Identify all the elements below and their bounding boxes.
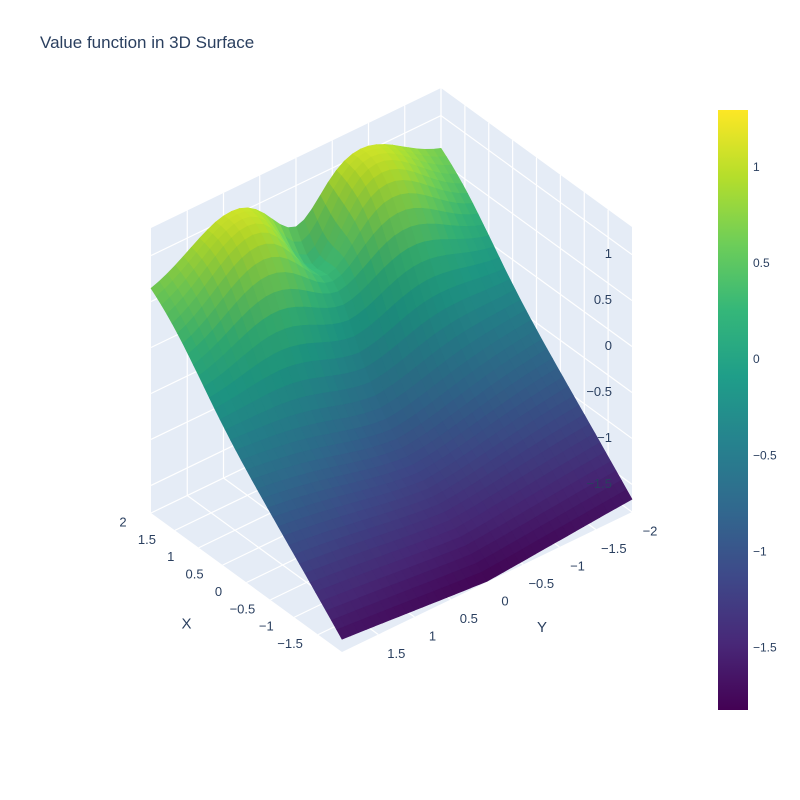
surface-facet [336, 626, 351, 640]
chart-title: Value function in 3D Surface [40, 33, 255, 52]
x-axis-label: X [181, 616, 191, 633]
y-tick-label: 1.5 [387, 646, 405, 661]
x-tick-label: 2 [119, 514, 126, 529]
colorbar-gradient [718, 110, 748, 710]
y-tick-label: 1 [429, 628, 436, 643]
grid-line [440, 161, 633, 302]
z-tick-label: −1.5 [586, 476, 612, 491]
z-tick-label: −0.5 [586, 384, 612, 399]
y-axis-label: Y [537, 619, 547, 636]
y-tick-label: 0 [501, 593, 508, 608]
y-tick-label: −0.5 [528, 576, 554, 591]
colorbar-tick-label: −1 [753, 544, 767, 558]
grid-line [150, 115, 442, 257]
x-tick-label: −1 [259, 619, 274, 634]
colorbar-tick-label: −1.5 [753, 641, 777, 655]
x-tick-label: 0.5 [186, 567, 204, 582]
x-tick-label: 1 [167, 549, 174, 564]
z-tick-label: −1 [597, 430, 612, 445]
colorbar-tick-label: 0 [753, 352, 760, 366]
x-tick-label: 0 [215, 584, 222, 599]
y-tick-label: −1 [570, 558, 585, 573]
z-tick-label: 0 [605, 338, 612, 353]
colorbar-tick-label: 1 [753, 160, 760, 174]
z-tick-label: 1 [605, 246, 612, 261]
z-tick-label: 0.5 [594, 292, 612, 307]
y-tick-label: −1.5 [601, 541, 627, 556]
y-tick-label: −2 [643, 523, 658, 538]
colorbar-tick-label: −0.5 [753, 448, 777, 462]
y-tick-label: 0.5 [460, 611, 478, 626]
grid-line [440, 115, 633, 256]
x-tick-label: −0.5 [230, 601, 256, 616]
x-tick-label: 1.5 [138, 532, 156, 547]
surface-mesh[interactable] [150, 144, 633, 640]
colorbar-tick-label: 0.5 [753, 256, 770, 270]
colorbar[interactable]: 1 0.5 0 −0.5 −1 −1.5 [718, 110, 777, 710]
axis-ticks: 21.510.50−0.5−1−1.5−2−1.5−1−0.500.511.51… [119, 246, 657, 661]
x-tick-label: −1.5 [277, 636, 303, 651]
